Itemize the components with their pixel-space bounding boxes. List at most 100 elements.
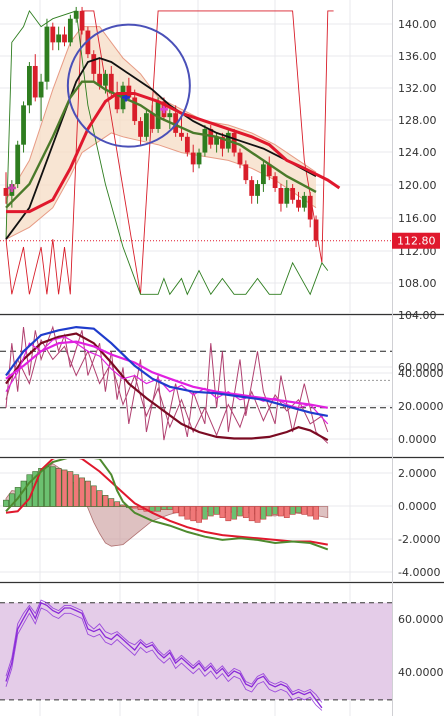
- candle-body: [272, 176, 278, 188]
- macd-histogram-bar: [108, 498, 115, 507]
- candle-body: [214, 136, 219, 145]
- rsi-line: [5, 599, 323, 703]
- macd-histogram-bar: [248, 506, 255, 522]
- candle-body: [44, 26, 50, 82]
- y-tick-label: 140.00: [398, 18, 437, 31]
- candle-body: [15, 144, 21, 185]
- macd-histogram-bar: [266, 506, 273, 517]
- candle-body: [202, 128, 208, 153]
- candle-body: [220, 136, 225, 149]
- candle-body: [144, 113, 149, 137]
- candle-body: [190, 152, 196, 165]
- macd-histogram-bar: [44, 466, 50, 507]
- candle-body: [62, 34, 67, 43]
- rsi-line: [5, 601, 323, 709]
- envelope-upper-line: [5, 26, 317, 201]
- macd-histogram-bar: [307, 506, 314, 517]
- candle-body: [149, 113, 155, 129]
- signal-marker: [7, 183, 16, 192]
- candle-body: [155, 101, 161, 129]
- macd-histogram-bar: [114, 501, 121, 507]
- last-price-label: 112.80: [397, 235, 436, 248]
- candle-body: [284, 187, 290, 204]
- macd-histogram-bar: [73, 474, 80, 507]
- candle-body: [79, 10, 85, 31]
- candle-body: [173, 113, 179, 133]
- y-tick-label: 60.0000: [398, 361, 444, 374]
- macd-histogram-bar: [178, 506, 185, 517]
- y-tick-label: 136.00: [398, 50, 437, 63]
- macd-histogram-bar: [131, 506, 138, 509]
- candle-body: [132, 97, 138, 122]
- candle-body: [313, 219, 319, 241]
- y-tick-label: 104.00: [398, 309, 437, 322]
- rsi-panel: [0, 599, 392, 711]
- macd-histogram-bar: [242, 506, 249, 518]
- macd-histogram-bar: [260, 506, 267, 520]
- signal-marker: [159, 105, 168, 114]
- macd-histogram-bar: [213, 506, 220, 515]
- macd-histogram-bar: [196, 506, 202, 523]
- candle-body: [27, 65, 32, 106]
- macd-histogram-bar: [172, 506, 179, 514]
- macd-histogram-bar: [8, 493, 15, 507]
- macd-histogram-bar: [254, 506, 261, 523]
- macd-histogram-bar: [190, 506, 197, 522]
- macd-line: [5, 459, 329, 551]
- envelope-band: [6, 26, 316, 240]
- candle-body: [249, 180, 255, 196]
- stochastic-line: [5, 325, 329, 444]
- rsi-band: [0, 602, 392, 700]
- stochastic-panel: [0, 325, 392, 444]
- y-tick-label: 0.0000: [398, 433, 437, 446]
- macd-histogram-bar: [38, 468, 44, 507]
- y-tick-label: 108.00: [398, 277, 437, 290]
- candle-body: [307, 195, 313, 220]
- y-tick-label: 124.00: [398, 146, 437, 159]
- macd-histogram-bar: [207, 506, 214, 517]
- y-tick-label: 2.0000: [398, 467, 437, 480]
- macd-histogram-bar: [90, 485, 97, 507]
- candle-body: [296, 199, 301, 208]
- macd-histogram-bar: [79, 477, 85, 507]
- price-panel: [3, 6, 334, 296]
- macd-histogram-bar: [149, 506, 156, 512]
- candle-body: [91, 54, 97, 74]
- candle-body: [21, 105, 26, 145]
- macd-panel: [3, 459, 329, 551]
- y-tick-label: 132.00: [398, 82, 437, 95]
- stochastic-line: [5, 325, 329, 417]
- candle-body: [290, 187, 296, 200]
- y-tick-label: 128.00: [398, 114, 437, 127]
- macd-signal-line: [5, 459, 328, 546]
- macd-histogram-bar: [61, 469, 68, 507]
- y-tick-label: -2.0000: [398, 533, 440, 546]
- macd-histogram-bar: [3, 499, 9, 507]
- macd-histogram-bar: [120, 504, 126, 507]
- candle-body: [261, 164, 266, 185]
- candle-body: [243, 164, 249, 181]
- moving-average-red: [6, 92, 341, 214]
- macd-histogram-bar: [231, 506, 238, 520]
- candle-body: [85, 30, 91, 55]
- stochastic-line: [5, 332, 329, 442]
- macd-histogram-bar: [184, 506, 191, 520]
- y-tick-label: 60.0000: [398, 613, 444, 626]
- candle-body: [266, 164, 272, 177]
- macd-histogram-bar: [49, 466, 56, 507]
- candle-body: [32, 65, 38, 98]
- stochastic-line: [5, 340, 328, 409]
- macd-histogram-bar: [283, 506, 290, 518]
- candle-body: [97, 73, 102, 86]
- candle-body: [3, 187, 9, 196]
- candle-body: [56, 34, 62, 43]
- y-tick-label: 40.0000: [398, 666, 444, 679]
- macd-histogram-bar: [155, 506, 161, 512]
- candle-body: [67, 18, 73, 43]
- last-price-tag: [392, 232, 440, 249]
- candle-body: [179, 132, 184, 137]
- candle-body: [114, 93, 120, 110]
- y-tick-label: 116.00: [398, 212, 437, 225]
- macd-histogram-bar: [295, 506, 302, 514]
